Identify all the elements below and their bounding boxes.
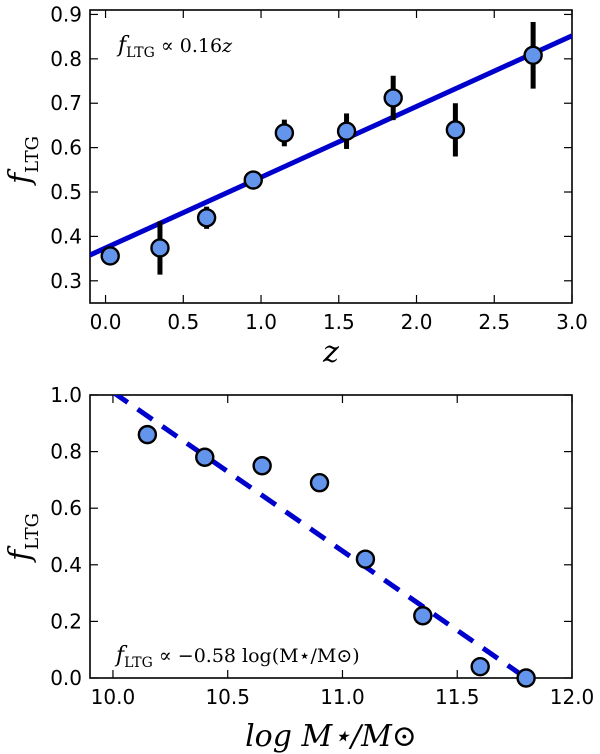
bottom-y-tick-label: 0.6 [50, 496, 82, 520]
top-y-axis-label: fLTG [3, 136, 43, 186]
top-fit-line [90, 33, 572, 258]
bottom-x-tick: 10.0 [91, 395, 136, 709]
top-x-tick: 1.5 [323, 10, 355, 334]
top-y-tick: 0.3 [50, 269, 572, 293]
bottom-y-tick: 0.0 [50, 666, 572, 690]
bottom-y-tick: 0.2 [50, 609, 572, 633]
bottom-y-tick-label: 0.4 [50, 553, 82, 577]
bottom-x-axis-label: log M⋆/M⊙ [245, 719, 417, 754]
top-x-tick: 0.5 [167, 10, 199, 334]
top-y-tick: 0.5 [50, 180, 572, 204]
bottom-y-tick-label: 1.0 [50, 383, 82, 407]
top-data-point [274, 123, 295, 143]
bottom-y-tick-label: 0.8 [50, 440, 82, 464]
top-x-tick-label: 3.0 [556, 310, 588, 334]
bottom-panel: 10.0 10.5 11.0 11.5 12.0 0.0 0.2 0.4 0.6 0.8 1.0 f… [3, 383, 594, 754]
top-x-tick: 3.0 [556, 10, 588, 334]
top-y-tick: 0.7 [50, 91, 572, 115]
top-x-tick: 2.0 [401, 10, 433, 334]
top-x-axis-label: z [322, 335, 339, 370]
bottom-x-tick-label: 11.0 [320, 685, 365, 709]
top-data-point [100, 246, 120, 266]
bottom-x-tick-label: 10.5 [205, 685, 250, 709]
top-x-tick-label: 0.5 [167, 310, 199, 334]
top-y-tick-label: 0.5 [50, 180, 82, 204]
top-data-point [523, 45, 543, 65]
top-x-tick-label: 2.0 [401, 310, 433, 334]
bottom-x-tick: 11.5 [435, 395, 480, 709]
top-data-point [336, 121, 357, 141]
bottom-data-point [413, 606, 433, 626]
top-plot-frame [89, 9, 573, 304]
bottom-data-point [309, 473, 330, 493]
bottom-y-axis-label: fLTG [3, 513, 43, 563]
bottom-data-point [516, 668, 536, 688]
top-x-tick-label: 1.0 [245, 310, 277, 334]
bottom-y-tick: 0.8 [50, 440, 572, 464]
top-x-tick-label: 0.0 [90, 310, 122, 334]
bottom-x-tick-label: 10.0 [91, 685, 136, 709]
top-y-tick-label: 0.8 [50, 47, 82, 71]
bottom-plot-frame [89, 394, 573, 679]
top-y-tick-label: 0.7 [50, 91, 82, 115]
top-y-tick-label: 0.9 [50, 2, 82, 26]
top-panel: 0.0 0.5 1.0 1.5 2.0 2.5 3.0 0.3 0.4 0.5 0.6 0.7 0.8 0… [3, 2, 588, 370]
bottom-x-tick-label: 11.5 [435, 685, 480, 709]
top-data-point [196, 208, 217, 228]
bottom-y-tick: 0.6 [50, 496, 572, 520]
bottom-y-tick-label: 0.0 [50, 666, 82, 690]
top-x-tick: 2.5 [478, 10, 510, 334]
top-x-tick-label: 2.5 [478, 310, 510, 334]
bottom-x-tick-label: 12.0 [550, 685, 595, 709]
bottom-y-tick: 1.0 [50, 383, 572, 407]
bottom-data-point [252, 456, 272, 476]
top-y-tick: 0.9 [50, 2, 572, 26]
bottom-data-point [470, 656, 490, 677]
top-y-tick: 0.8 [50, 47, 572, 71]
bottom-x-tick: 12.0 [550, 395, 595, 709]
top-y-tick-label: 0.4 [50, 224, 82, 248]
bottom-y-tick-label: 0.2 [50, 609, 82, 633]
top-x-tick-label: 1.5 [323, 310, 355, 334]
bottom-data-point [195, 447, 215, 467]
bottom-y-tick: 0.4 [50, 553, 572, 577]
bottom-data-point [355, 549, 376, 569]
top-x-tick: 0.0 [90, 10, 122, 334]
top-x-tick: 1.0 [245, 10, 277, 334]
top-data-point [445, 120, 466, 140]
top-data-point [243, 170, 263, 190]
bottom-fit-line [112, 395, 528, 678]
bottom-data-point [137, 424, 158, 445]
top-data-point [150, 238, 170, 258]
top-y-tick: 0.4 [50, 224, 572, 248]
top-y-tick-label: 0.6 [50, 136, 82, 160]
bottom-x-tick: 10.5 [205, 395, 250, 709]
bottom-fit-annotation: fLTG ∝ −0.58 log(M⋆/M⊙) [114, 643, 360, 671]
top-y-tick-label: 0.3 [50, 269, 82, 293]
top-fit-annotation: fLTG ∝ 0.16z [116, 33, 233, 61]
top-data-point [383, 88, 403, 108]
bottom-x-tick: 11.0 [320, 395, 365, 709]
top-y-tick: 0.6 [50, 136, 572, 160]
